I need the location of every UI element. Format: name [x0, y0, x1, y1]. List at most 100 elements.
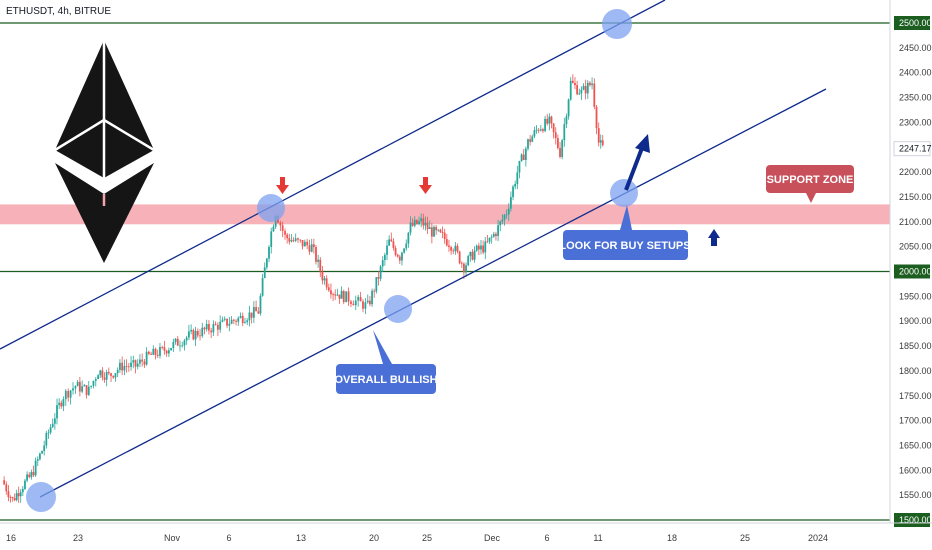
candle-body [132, 360, 135, 363]
candle-body [482, 245, 485, 253]
candle-body [28, 474, 31, 478]
candle-body [418, 221, 420, 224]
date-tick-label: 16 [6, 533, 16, 543]
candle-body [139, 359, 141, 364]
candle-body [522, 154, 525, 160]
candle-body [219, 321, 222, 330]
candle-body [336, 294, 339, 296]
candle-body [154, 348, 157, 355]
candle-body [512, 186, 514, 198]
candle-body [593, 83, 596, 107]
price-axis[interactable]: 2450.00 2400.00 2350.00 2300.00 2200.00 2150.… [889, 0, 932, 527]
candle-body [257, 311, 260, 314]
candles [3, 74, 604, 503]
candle-body [340, 290, 343, 299]
candle-body [53, 418, 56, 424]
support-zone-callout[interactable]: SUPPORT ZONE [766, 165, 854, 203]
candle-body [74, 386, 77, 389]
candle-body [239, 315, 242, 318]
candle-body [284, 230, 286, 235]
candle-body [546, 118, 549, 124]
candle-body [145, 351, 148, 365]
candle-body [141, 359, 144, 362]
candle-body [41, 451, 43, 454]
candle-body [542, 129, 544, 132]
candle-body [13, 498, 16, 501]
candle-body [433, 226, 435, 237]
candle-body [342, 290, 345, 303]
candle-body [270, 231, 273, 247]
candle-body [196, 330, 199, 336]
candle-body [34, 460, 37, 476]
candle-body [272, 226, 275, 232]
candle-body [350, 301, 352, 304]
candle-body [413, 219, 416, 226]
candle-body [452, 250, 455, 252]
price-tick-label: 2150.00 [899, 192, 932, 202]
price-tick-label: 2050.00 [899, 242, 932, 252]
candle-body [518, 160, 521, 173]
candle-body [116, 369, 119, 374]
touch-circle-channel-low [384, 295, 412, 323]
candle-body [403, 248, 406, 253]
candle-body [163, 347, 166, 351]
candle-body [362, 301, 364, 309]
candle-body [475, 245, 478, 251]
candle-body [454, 245, 457, 252]
candle-body [121, 362, 124, 371]
candle-body [578, 93, 581, 95]
candle-body [183, 340, 186, 346]
touch-circle-target [602, 9, 632, 39]
candle-body [529, 139, 532, 142]
candle-body [19, 492, 22, 497]
candle-body [214, 324, 217, 325]
support-zone-band [0, 204, 890, 225]
price-tick-label: 2300.00 [899, 117, 932, 127]
candle-body [388, 239, 391, 246]
candle-body [274, 216, 277, 227]
overall-bullish-label: OVERALL BULLISH [334, 374, 437, 386]
down-arrow-icon [419, 177, 432, 194]
price-tick-label: 2100.00 [899, 217, 932, 227]
candle-body [210, 330, 213, 333]
candle-body [323, 278, 326, 281]
candle-body [167, 350, 170, 354]
candle-body [381, 260, 384, 267]
channel-upper-line [0, 0, 666, 350]
candle-body [484, 241, 487, 253]
candle-body [56, 405, 58, 419]
candle-body [554, 132, 557, 139]
buy-setups-callout[interactable]: LOOK FOR BUY SETUPS [559, 205, 691, 260]
price-tick-label: 1850.00 [899, 341, 932, 351]
candle-body [561, 140, 564, 157]
svg-text:2500.00: 2500.00 [899, 18, 932, 28]
candle-body [503, 215, 506, 220]
plot-area[interactable] [0, 0, 890, 523]
candle-body [510, 197, 512, 209]
candle-body [130, 362, 132, 367]
candle-body [589, 82, 591, 86]
price-tick-label: 2450.00 [899, 43, 932, 53]
candle-body [595, 106, 598, 129]
ethereum-logo-icon [54, 40, 155, 263]
candle-body [127, 366, 130, 368]
candle-body [199, 335, 201, 337]
candle-body [516, 172, 519, 184]
candle-body [424, 222, 427, 226]
overall-bullish-callout[interactable]: OVERALL BULLISH [334, 330, 438, 394]
candle-body [39, 453, 41, 460]
candle-body [179, 345, 181, 347]
candle-body [586, 82, 589, 94]
candle-body [92, 380, 95, 386]
candle-body [156, 354, 159, 356]
candle-body [221, 319, 224, 322]
candle-body [439, 229, 442, 233]
candle-body [567, 99, 570, 117]
candle-body [369, 300, 371, 305]
candle-body [550, 116, 553, 124]
candle-body [445, 239, 448, 246]
date-axis[interactable]: 16 23 Nov 6 13 20 25 Dec 6 11 18 25 2024 [0, 522, 932, 543]
candle-body [241, 315, 244, 324]
candle-body [123, 365, 126, 371]
